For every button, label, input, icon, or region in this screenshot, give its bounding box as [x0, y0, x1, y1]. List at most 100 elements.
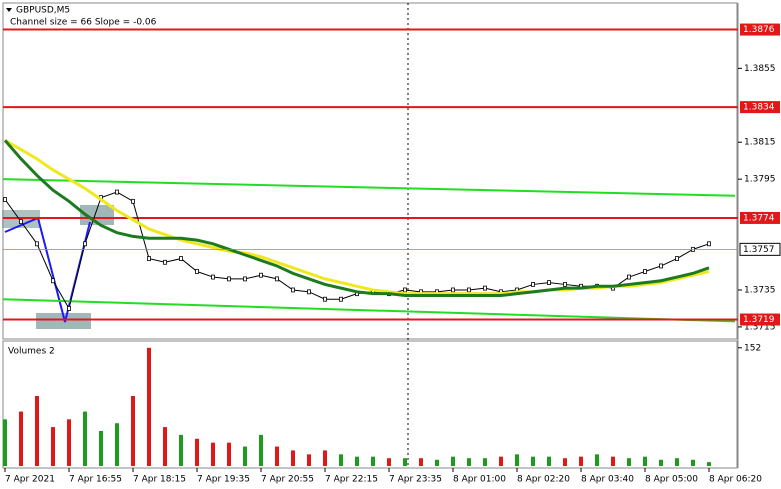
price-mark: [147, 256, 151, 261]
price-mark: [83, 241, 87, 247]
price-mark: [643, 269, 647, 274]
last-price-box: [739, 242, 781, 256]
x-tick-label: 7 Apr 23:35: [389, 475, 442, 485]
last-price-label: 1.3757: [743, 245, 775, 255]
volume-bar: [707, 462, 711, 466]
price-mark: [131, 198, 135, 204]
price-mark: [483, 285, 487, 291]
y-tick-label: 1.3855: [744, 64, 776, 74]
volume-bar: [611, 456, 615, 466]
volume-bar: [67, 419, 71, 466]
menu-arrow: [6, 8, 12, 12]
price-mark: [163, 259, 167, 265]
volume-bar: [627, 458, 631, 466]
price-mark: [179, 256, 183, 261]
chart-subtitle: Channel size = 66 Slope = -0.06: [10, 18, 157, 28]
price-mark: [211, 274, 215, 280]
volume-bar: [179, 434, 183, 466]
volume-bar: [371, 456, 375, 466]
price-mark: [115, 189, 119, 195]
volume-bar: [115, 423, 119, 466]
volume-bar: [19, 411, 23, 466]
volume-bar: [547, 456, 551, 466]
price-mark: [339, 296, 343, 302]
price-mark: [195, 269, 199, 274]
volume-bar: [595, 454, 599, 466]
level-box: [740, 211, 780, 224]
price-mark: [323, 296, 327, 302]
volume-panel: [2, 340, 738, 469]
price-mark: [563, 282, 567, 287]
level-label: 1.3719: [743, 315, 775, 325]
zone-box: [80, 205, 114, 225]
price-mark: [307, 289, 311, 295]
zone-box: [36, 313, 91, 329]
x-tick-label: 8 Apr 05:00: [645, 475, 698, 485]
x-tick-label: 7 Apr 19:35: [197, 475, 250, 485]
x-tick-label: 8 Apr 01:00: [453, 475, 506, 485]
volume-bar: [355, 456, 359, 466]
volume-bar: [35, 396, 39, 466]
volume-bar: [403, 458, 407, 466]
volume-bar: [259, 434, 263, 466]
y-tick-label: 1.3735: [744, 285, 776, 295]
x-tick-label: 8 Apr 02:20: [517, 475, 570, 485]
level-box: [740, 313, 780, 326]
volume-bar: [307, 454, 311, 466]
volume-bar: [99, 431, 103, 466]
level-label: 1.3774: [743, 213, 775, 223]
volume-bar: [275, 446, 279, 466]
x-tick-label: 7 Apr 2021: [5, 475, 55, 485]
volume-bar: [147, 347, 151, 466]
volume-bar: [83, 411, 87, 466]
price-mark: [275, 276, 279, 282]
price-mark: [627, 274, 631, 280]
price-mark: [259, 272, 263, 278]
price-mark: [35, 241, 39, 247]
level-box: [740, 23, 780, 36]
volume-bar: [579, 456, 583, 466]
volume-bar: [499, 456, 503, 466]
volume-bar: [659, 459, 663, 466]
price-mark: [291, 287, 295, 293]
price-mark: [531, 282, 535, 287]
volume-bar: [531, 456, 535, 466]
price-mark: [51, 278, 55, 284]
price-mark: [659, 263, 663, 269]
vol-tick-label: 152: [744, 343, 761, 353]
volume-bar: [467, 458, 471, 466]
moving-average: [3, 139, 710, 298]
price-mark: [67, 306, 71, 311]
volume-bar: [51, 427, 55, 466]
volume-title: Volumes 2: [8, 347, 55, 357]
price-mark: [227, 276, 231, 282]
x-tick-label: 7 Apr 16:55: [69, 475, 122, 485]
volume-bar: [163, 427, 167, 466]
x-tick-label: 8 Apr 06:20: [709, 475, 762, 485]
price-mark: [707, 241, 711, 247]
level-label: 1.3876: [743, 25, 775, 35]
level-label: 1.3834: [743, 103, 775, 113]
volume-bar: [563, 458, 567, 466]
volume-bar: [131, 396, 135, 466]
level-box: [740, 101, 780, 114]
volume-bar: [339, 454, 343, 466]
volume-bar: [675, 458, 679, 466]
volume-bar: [211, 442, 215, 466]
volume-bar: [435, 459, 439, 466]
x-tick-label: 8 Apr 03:40: [581, 475, 634, 485]
volume-bar: [643, 456, 647, 466]
volume-bar: [291, 450, 295, 466]
price-mark: [547, 280, 551, 285]
price-mark: [243, 276, 247, 282]
volume-bar: [387, 458, 391, 466]
volume-bar: [323, 450, 327, 466]
price-panel: [2, 2, 738, 340]
volume-bar: [227, 442, 231, 466]
volume-bar: [419, 458, 423, 466]
channel-line: [2, 298, 736, 323]
wave-line: [4, 216, 91, 323]
price-mark: [403, 287, 407, 293]
